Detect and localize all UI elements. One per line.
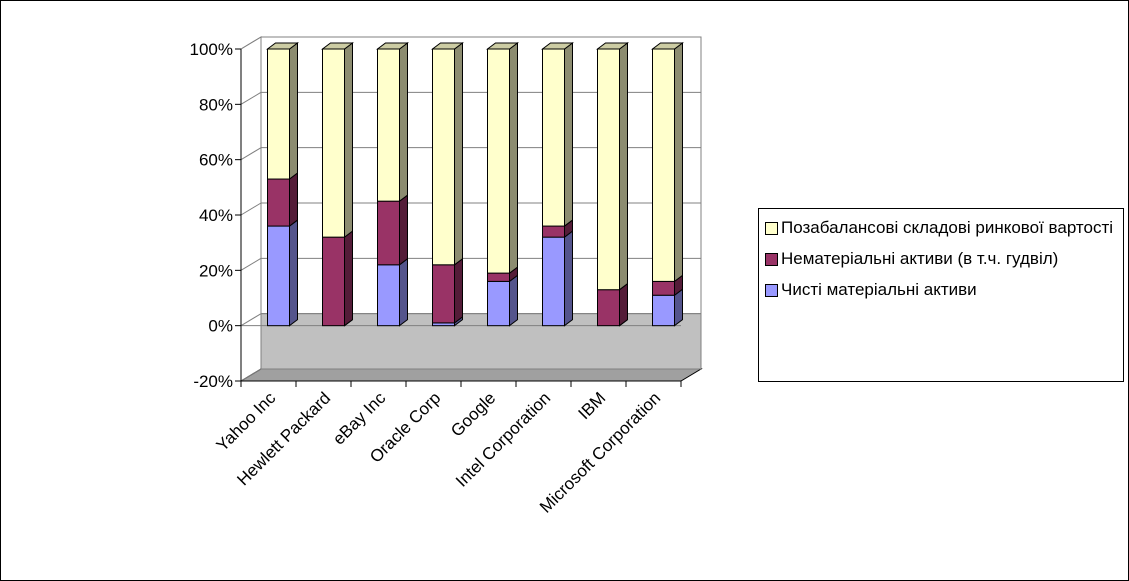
- bar-0-series-1: [267, 178, 290, 227]
- gridline-side-6: [240, 368, 262, 382]
- bar-side-5-series-2: [564, 42, 573, 228]
- bar-5-series-2: [542, 48, 565, 227]
- bar-side-0-series-1: [289, 172, 298, 228]
- bar-side-6-series-1: [619, 282, 628, 327]
- bar-5-series-0: [542, 236, 565, 327]
- bar-side-5-series-0: [564, 230, 573, 327]
- y-tick-label-1: 80%: [199, 95, 233, 114]
- y-tick-label-2: 60%: [199, 151, 233, 170]
- bars: [266, 42, 684, 327]
- bar-1-series-1: [322, 236, 345, 327]
- bar-side-3-series-2: [454, 42, 463, 266]
- y-tick-label-0: 100%: [190, 40, 233, 59]
- bar-side-4-series-2: [509, 42, 518, 275]
- category-label-1: Hewlett Packard: [233, 388, 334, 489]
- bar-0-series-0: [267, 225, 290, 327]
- bar-side-2-series-1: [399, 194, 408, 266]
- bar-side-0-series-0: [289, 219, 298, 327]
- gridline-side-2: [240, 147, 262, 161]
- bar-1-series-2: [322, 48, 345, 238]
- legend-item-2: Чисті матеріальні активи: [765, 279, 1117, 301]
- bar-top-5: [541, 42, 574, 50]
- legend-label-1: Нематеріальні активи (в т.ч. гудвіл): [781, 249, 1059, 268]
- axes: [235, 48, 682, 387]
- gridline-side-0: [240, 36, 262, 50]
- floor-base: [239, 368, 703, 382]
- bar-2-series-2: [377, 48, 400, 202]
- bar-2-series-1: [377, 200, 400, 266]
- bar-top-0: [266, 42, 299, 50]
- bar-top-1: [321, 42, 354, 50]
- category-label-5: Intel Corporation: [452, 388, 554, 490]
- bar-7-series-0: [652, 294, 675, 327]
- legend-item-0: Позабалансові складові ринкової вартості: [765, 217, 1117, 239]
- legend-swatch-1: [765, 253, 778, 266]
- legend-item-1: Нематеріальні активи (в т.ч. гудвіл): [765, 248, 1117, 270]
- bar-4-series-2: [487, 48, 510, 274]
- bar-side-4-series-0: [509, 274, 518, 327]
- bar-top-7: [651, 42, 684, 50]
- bar-0-series-2: [267, 48, 290, 180]
- bar-side-6-series-2: [619, 42, 628, 291]
- gridline-side-5: [240, 313, 262, 327]
- bar-top-2: [376, 42, 409, 50]
- bar-side-1-series-2: [344, 42, 353, 239]
- y-tick-label-4: 20%: [199, 261, 233, 280]
- legend-label-2: Чисті матеріальні активи: [781, 280, 977, 299]
- bar-4-series-1: [487, 272, 510, 282]
- legend-swatch-2: [765, 284, 778, 297]
- bar-side-1-series-1: [344, 230, 353, 327]
- category-label-6: IBM: [575, 388, 610, 423]
- chart-walls: [239, 36, 703, 382]
- bar-side-3-series-1: [454, 257, 463, 324]
- y-tick-label-3: 40%: [199, 206, 233, 225]
- gridline-side-1: [240, 91, 262, 105]
- bar-7-series-2: [652, 48, 675, 282]
- legend-swatch-0: [765, 222, 778, 235]
- category-label-4: Google: [447, 388, 499, 440]
- bar-side-2-series-2: [399, 42, 408, 203]
- bar-side-2-series-0: [399, 257, 408, 327]
- legend-label-0: Позабалансові складові ринкової вартості: [781, 218, 1114, 237]
- bar-6-series-1: [597, 289, 620, 327]
- bar-3-series-1: [432, 264, 455, 324]
- bar-side-7-series-2: [674, 42, 683, 283]
- legend: Позабалансові складові ринкової вартості…: [758, 208, 1124, 382]
- bar-side-0-series-2: [289, 42, 298, 181]
- y-tick-label-6: -20%: [193, 372, 233, 391]
- bar-7-series-1: [652, 280, 675, 296]
- bar-6-series-2: [597, 48, 620, 291]
- gridline-side-3: [240, 202, 262, 216]
- y-tick-label-5: 0%: [208, 317, 233, 336]
- bar-4-series-0: [487, 280, 510, 327]
- gridline-side-4: [240, 257, 262, 271]
- bar-top-6: [596, 42, 629, 50]
- bar-top-4: [486, 42, 519, 50]
- bar-2-series-0: [377, 264, 400, 327]
- bar-3-series-2: [432, 48, 455, 266]
- bar-5-series-1: [542, 225, 565, 238]
- bar-top-3: [431, 42, 464, 50]
